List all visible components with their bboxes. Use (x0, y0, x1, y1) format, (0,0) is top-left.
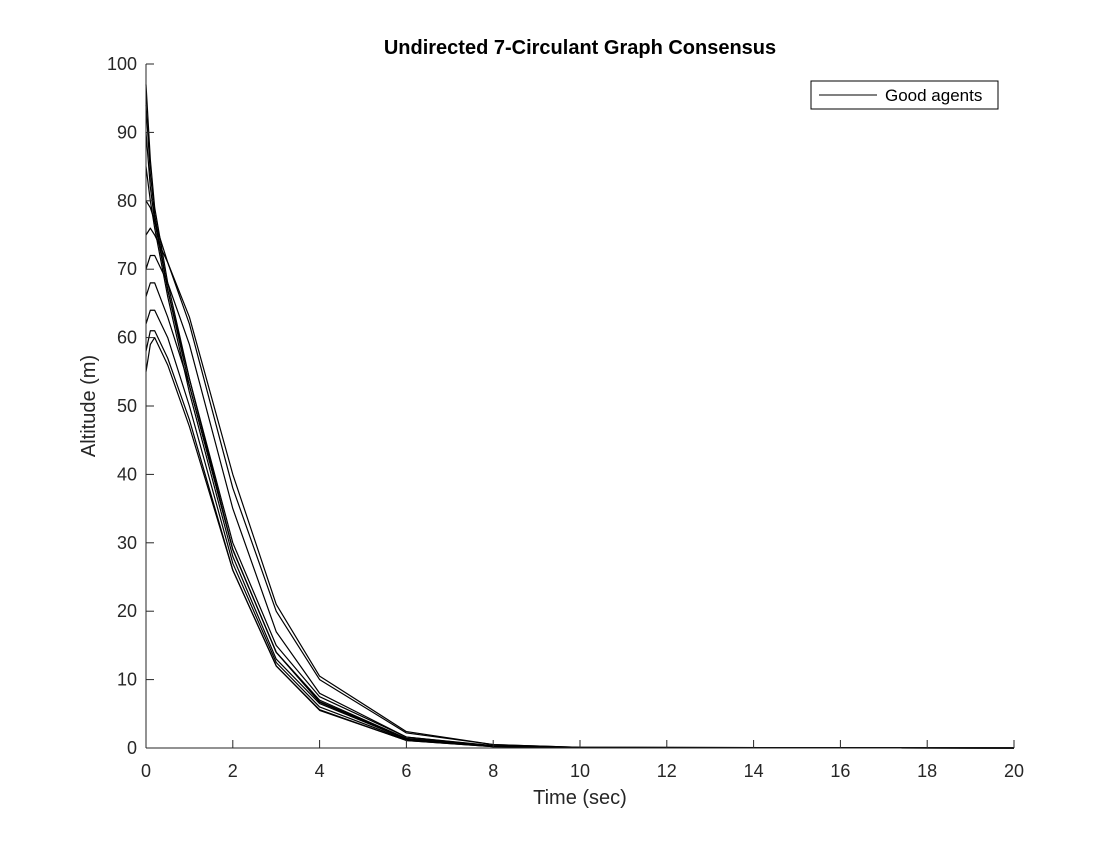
series-line-1 (145, 84, 1015, 749)
x-tick-label: 10 (570, 761, 590, 781)
x-tick-label: 0 (141, 761, 151, 781)
y-tick-label: 0 (127, 738, 137, 758)
series-line-6 (145, 227, 1015, 749)
series-lines (145, 84, 1015, 749)
axes: 0 2 4 6 8 10 12 14 16 18 20 0 10 20 30 40 50 60 70 80 90 100 (107, 54, 1024, 781)
x-tick-label: 16 (830, 761, 850, 781)
x-axis-label: Time (sec) (533, 787, 627, 809)
legend-entry: Good agents (885, 86, 982, 105)
series-line-9 (145, 309, 1015, 749)
y-tick-label: 50 (117, 396, 137, 416)
x-tick-label: 2 (228, 761, 238, 781)
y-tick-label: 10 (117, 670, 137, 690)
series-line-4 (145, 166, 1015, 749)
x-tick-label: 14 (744, 761, 764, 781)
y-tick-label: 40 (117, 464, 137, 484)
y-tick-label: 80 (117, 191, 137, 211)
legend: Good agents (810, 80, 999, 110)
chart-title: Undirected 7-Circulant Graph Consensus (384, 37, 776, 59)
series-line-10 (145, 330, 1015, 749)
series-line-11 (145, 337, 1015, 749)
y-tick-label: 100 (107, 54, 137, 74)
y-tick-label: 30 (117, 533, 137, 553)
x-tick-label: 12 (657, 761, 677, 781)
x-tick-label: 20 (1004, 761, 1024, 781)
series-line-7 (145, 254, 1015, 749)
x-tick-label: 4 (315, 761, 325, 781)
x-tick-label: 6 (401, 761, 411, 781)
y-tick-label: 60 (117, 328, 137, 348)
y-tick-label: 20 (117, 601, 137, 621)
y-axis-label: Altitude (m) (78, 355, 100, 457)
x-tick-label: 18 (917, 761, 937, 781)
series-line-3 (145, 132, 1015, 749)
x-tick-label: 8 (488, 761, 498, 781)
series-line-8 (145, 282, 1015, 749)
y-tick-label: 90 (117, 122, 137, 142)
y-tick-label: 70 (117, 259, 137, 279)
